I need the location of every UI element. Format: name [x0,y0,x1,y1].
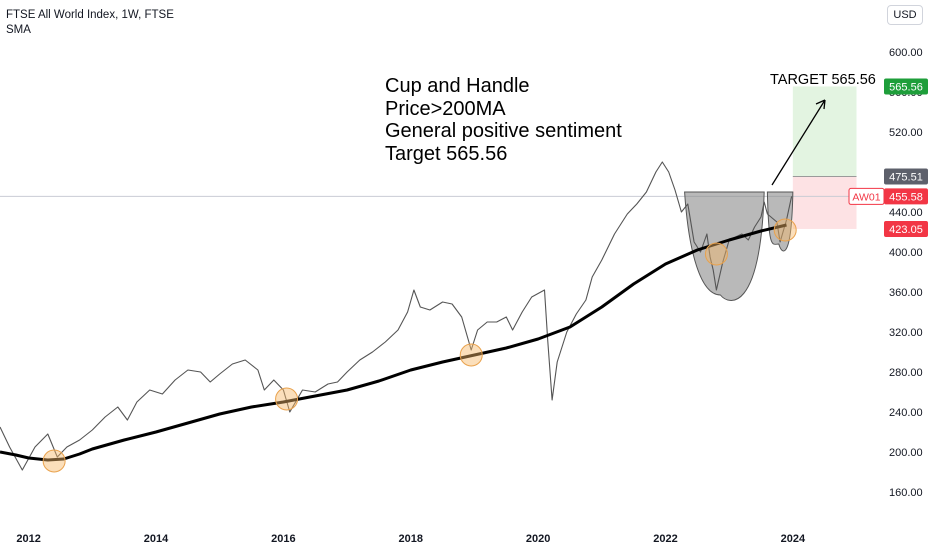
y-tick-label: 400.00 [889,247,923,259]
y-tick-label: 320.00 [889,327,923,339]
y-tick-label: 600.00 [889,47,923,59]
target-badge: 565.56 [889,81,923,93]
touch-circle [704,242,728,266]
chart-title: FTSE All World Index, 1W, FTSE [6,9,174,21]
touch-circle [42,449,66,473]
y-tick-label: 440.00 [889,207,923,219]
last-price-badge-bg [884,188,928,205]
sma-touch-markers [42,218,797,473]
x-tick-label: 2018 [399,533,423,545]
currency-button[interactable]: USD [887,5,923,25]
symbol-badge: AW01 [852,191,880,203]
loss-zone [792,176,857,229]
annotation-line: Target 565.56 [385,142,508,165]
x-tick-label: 2020 [526,533,550,545]
position-zones [0,86,882,229]
handle-shape [766,191,794,252]
y-tick-label: 280.00 [889,367,923,379]
target-label: TARGET 565.56 [770,72,876,88]
target-badge-bg [884,78,928,95]
series-layer [0,161,793,471]
y-tick-label: 520.00 [889,127,923,139]
x-tick-label: 2024 [781,533,806,545]
x-axis: 2012 2014 2016 2018 2020 2022 2024 [16,533,806,545]
annotation-line: General positive sentiment [385,120,622,142]
touch-circle [275,387,299,411]
y-tick-label: 360.00 [889,287,923,299]
price-badges: 565.56 475.51 423.05 AW01 455.58 [848,78,928,237]
y-tick-label: 240.00 [889,407,923,419]
annotation-line: Price>200MA [385,97,506,120]
target-arrow [771,99,826,186]
y-tick-label: 160.00 [889,487,923,499]
y-axis: 160.00 200.00 240.00 280.00 320.00 360.00 400.… [889,47,923,499]
cup-and-handle-shape [684,191,794,301]
stop-badge: 423.05 [889,224,923,236]
target-arrow-head [815,99,826,110]
touch-circle [459,343,483,367]
price-line [0,161,793,471]
x-tick-label: 2022 [653,533,677,545]
x-tick-label: 2016 [271,533,295,545]
annotation-line: Cup and Handle [385,75,530,97]
sma-line [0,223,787,462]
stop-badge-bg [884,220,928,237]
idea-annotation: Cup and Handle Price>200MA General posit… [385,75,622,165]
y-tick-label: 200.00 [889,447,923,459]
entry-badge-bg [884,168,928,185]
x-tick-label: 2012 [16,533,40,545]
x-tick-label: 2014 [144,533,169,545]
last-price-badge: 455.58 [889,191,923,203]
entry-badge: 475.51 [889,171,923,183]
indicator-label[interactable]: SMA [6,24,31,36]
touch-circle [773,218,797,242]
